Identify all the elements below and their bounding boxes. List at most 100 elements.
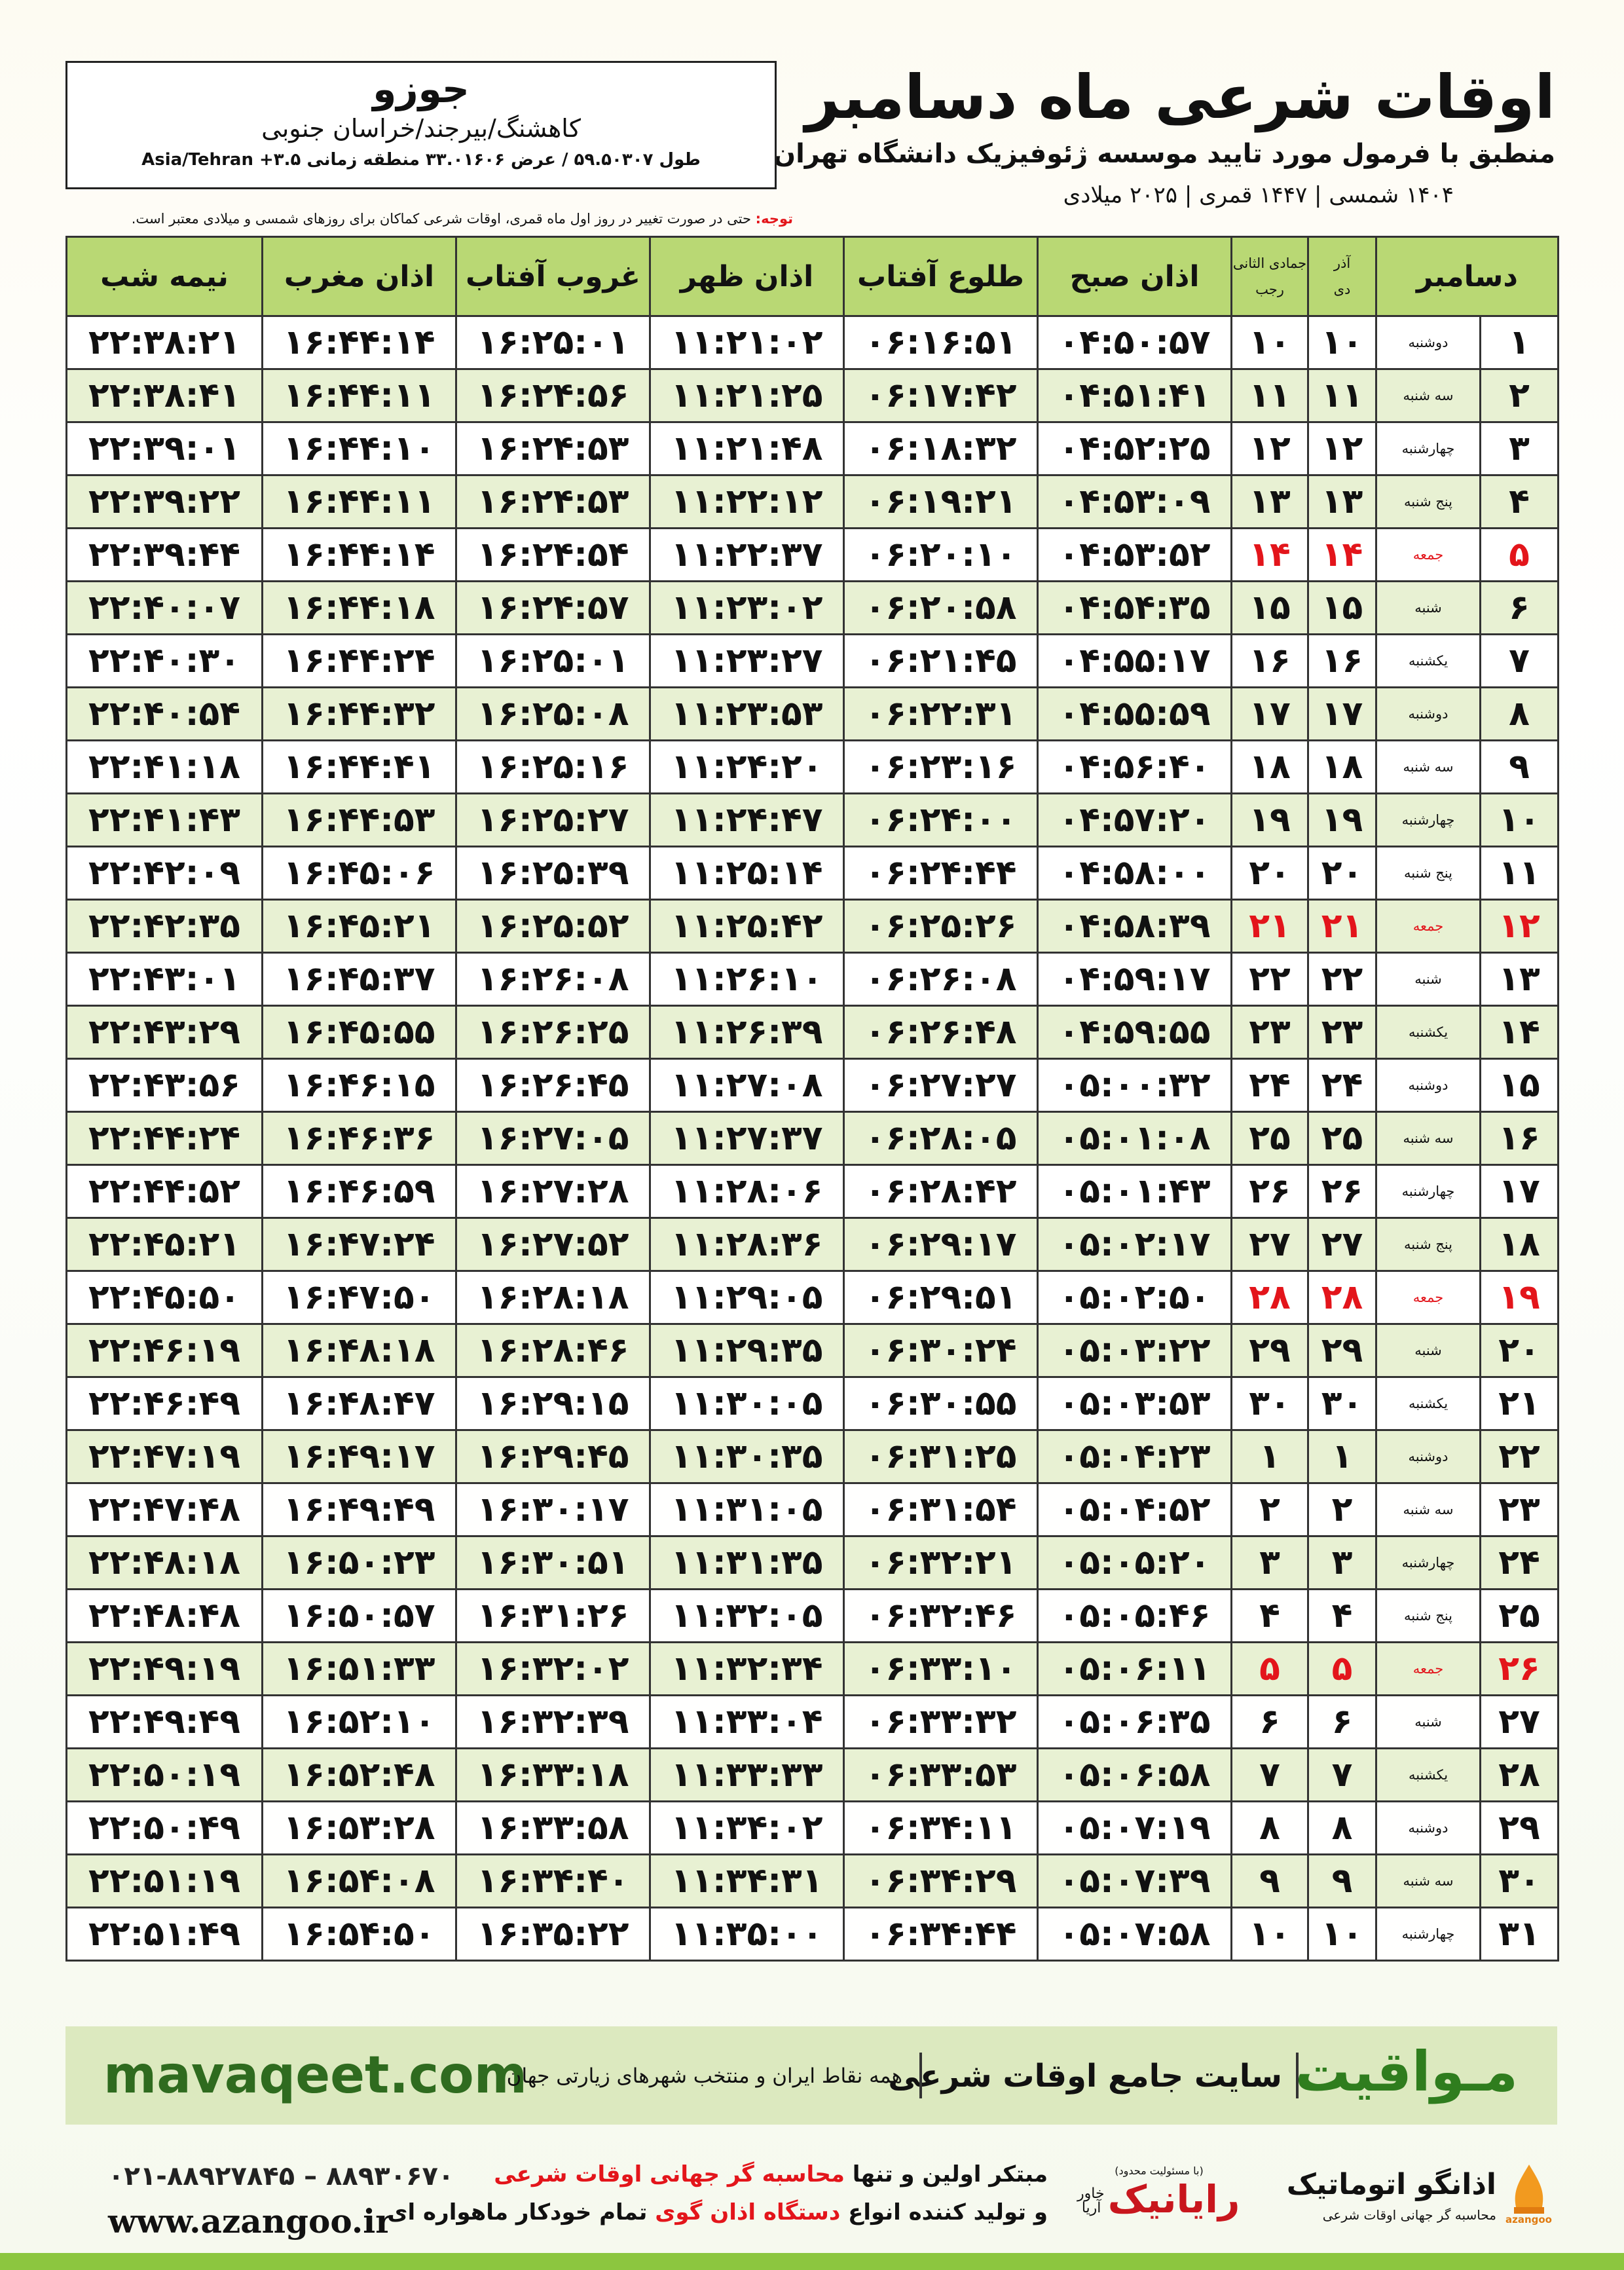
time-cell: ۱۱:۲۸:۳۶ (649, 1217, 845, 1272)
time-cell: ۲۲:۵۰:۴۹ (65, 1800, 263, 1855)
banner-website[interactable]: mavaqeet.com (103, 2046, 528, 2105)
time-cell: ۰۴:۵۴:۳۵ (1037, 580, 1232, 635)
time-cell: ۰۵:۰۴:۵۲ (1037, 1482, 1232, 1537)
day-cell: ۳۱ (1479, 1907, 1560, 1962)
time-cell: ۰۶:۱۸:۳۲ (843, 421, 1039, 476)
time-cell: ۱۶:۲۴:۵۶ (455, 368, 651, 423)
weekday-cell: سه شنبه (1375, 368, 1482, 423)
time-cell: ۱۶:۴۵:۲۱ (261, 899, 457, 954)
time-cell: ۰۵:۰۲:۱۷ (1037, 1217, 1232, 1272)
date-cell: ۱۸ (1230, 739, 1309, 794)
time-cell: ۱۶:۳۰:۱۷ (455, 1482, 651, 1537)
time-cell: ۰۵:۰۳:۲۲ (1037, 1323, 1232, 1378)
time-cell: ۰۶:۲۸:۴۲ (843, 1164, 1039, 1219)
time-cell: ۰۵:۰۷:۵۸ (1037, 1907, 1232, 1962)
date-cell: ۱۵ (1307, 580, 1377, 635)
time-cell: ۰۶:۲۵:۲۶ (843, 899, 1039, 954)
header-cell: جمادی الثانی رجب (1230, 236, 1309, 317)
divider (1296, 2053, 1299, 2098)
table-row: ۱۰ چهارشنبه ۱۹ ۱۹ ۰۴:۵۷:۲۰ ۰۶:۲۴:۰۰ ۱۱:۲۴:۴۷ ۱۶… (65, 792, 1560, 847)
day-cell: ۳ (1479, 421, 1560, 476)
time-cell: ۱۱:۲۱:۲۵ (649, 368, 845, 423)
table-row: ۴ پنج شنبه ۱۳ ۱۳ ۰۴:۵۳:۰۹ ۰۶:۱۹:۲۱ ۱۱:۲۲:۱۲ ۱۶:… (65, 474, 1560, 529)
banner-brand: مـواقیت (1295, 2039, 1518, 2104)
time-cell: ۰۶:۳۲:۴۶ (843, 1588, 1039, 1643)
time-cell: ۱۶:۴۹:۱۷ (261, 1429, 457, 1484)
time-cell: ۱۶:۲۴:۵۳ (455, 474, 651, 529)
day-cell: ۵ (1479, 527, 1560, 582)
bottom-bar (0, 2253, 1624, 2270)
header-bottom: دی (1333, 282, 1351, 297)
day-cell: ۲۰ (1479, 1323, 1560, 1378)
table-body: ۱ دوشنبه ۱۰ ۱۰ ۰۴:۵۰:۵۷ ۰۶:۱۶:۵۱ ۱۱:۲۱:۰۲ ۱۶:۲۵… (65, 315, 1560, 1962)
time-cell: ۲۲:۴۶:۴۹ (65, 1376, 263, 1431)
weekday-cell: چهارشنبه (1375, 421, 1482, 476)
time-cell: ۲۲:۴۳:۵۶ (65, 1058, 263, 1113)
date-cell: ۲۱ (1230, 899, 1309, 954)
time-cell: ۱۱:۲۵:۱۴ (649, 846, 845, 901)
time-cell: ۱۶:۲۵:۰۱ (455, 315, 651, 370)
date-cell: ۱۲ (1307, 421, 1377, 476)
day-cell: ۲۷ (1479, 1694, 1560, 1749)
date-cell: ۲۱ (1307, 899, 1377, 954)
time-cell: ۱۶:۵۲:۱۰ (261, 1694, 457, 1749)
date-cell: ۷ (1307, 1747, 1377, 1802)
time-cell: ۱۱:۳۰:۳۵ (649, 1429, 845, 1484)
time-cell: ۰۵:۰۵:۲۰ (1037, 1535, 1232, 1590)
table-row: ۷ یکشنبه ۱۶ ۱۶ ۰۴:۵۵:۱۷ ۰۶:۲۱:۴۵ ۱۱:۲۳:۲۷ ۱۶:۲۵… (65, 633, 1560, 688)
time-cell: ۰۴:۵۰:۵۷ (1037, 315, 1232, 370)
time-cell: ۱۱:۲۲:۳۷ (649, 527, 845, 582)
time-cell: ۰۶:۳۱:۵۴ (843, 1482, 1039, 1537)
time-cell: ۰۴:۵۹:۱۷ (1037, 952, 1232, 1007)
date-cell: ۲۴ (1230, 1058, 1309, 1113)
time-cell: ۱۶:۴۸:۱۸ (261, 1323, 457, 1378)
time-cell: ۱۶:۲۷:۰۵ (455, 1111, 651, 1166)
time-cell: ۰۶:۳۳:۱۰ (843, 1641, 1039, 1696)
date-cell: ۱ (1307, 1429, 1377, 1484)
time-cell: ۰۶:۲۴:۰۰ (843, 792, 1039, 847)
date-cell: ۱۴ (1230, 527, 1309, 582)
coords: طول ۵۹.۵۰۳۰۷ / عرض ۳۳.۰۱۶۰۶ منطقه زمانی … (141, 150, 701, 170)
day-cell: ۲۳ (1479, 1482, 1560, 1537)
date-cell: ۱۹ (1307, 792, 1377, 847)
table-row: ۲۲ دوشنبه ۱ ۱ ۰۵:۰۴:۲۳ ۰۶:۳۱:۲۵ ۱۱:۳۰:۳۵ ۱۶:۲۹:… (65, 1429, 1560, 1484)
date-cell: ۳ (1307, 1535, 1377, 1590)
time-cell: ۲۲:۳۹:۰۱ (65, 421, 263, 476)
time-cell: ۲۲:۵۱:۱۹ (65, 1853, 263, 1908)
time-cell: ۰۴:۵۳:۵۲ (1037, 527, 1232, 582)
banner-coverage: همه نقاط ایران و منتخب شهرهای زیارتی جها… (506, 2064, 902, 2088)
time-cell: ۱۶:۲۵:۱۶ (455, 739, 651, 794)
weekday-cell: شنبه (1375, 580, 1482, 635)
table-row: ۱۷ چهارشنبه ۲۶ ۲۶ ۰۵:۰۱:۴۳ ۰۶:۲۸:۴۲ ۱۱:۲۸:۰۶ ۱۶… (65, 1164, 1560, 1219)
header-cell: نیمه شب (65, 236, 263, 317)
note: توجه: حتی در صورت تغییر در روز اول ماه ق… (65, 211, 793, 227)
weekday-cell: پنج شنبه (1375, 846, 1482, 901)
date-cell: ۲۵ (1230, 1111, 1309, 1166)
time-cell: ۱۶:۴۴:۴۱ (261, 739, 457, 794)
time-cell: ۱۱:۲۴:۴۷ (649, 792, 845, 847)
footer-website[interactable]: www.azangoo.ir (108, 2202, 393, 2241)
time-cell: ۱۶:۴۴:۵۳ (261, 792, 457, 847)
time-cell: ۲۲:۴۷:۴۸ (65, 1482, 263, 1537)
weekday-cell: دوشنبه (1375, 1429, 1482, 1484)
date-cell: ۱ (1230, 1429, 1309, 1484)
header-cell: آذر دی (1307, 236, 1377, 317)
table-row: ۲۶ جمعه ۵ ۵ ۰۵:۰۶:۱۱ ۰۶:۳۳:۱۰ ۱۱:۳۲:۳۴ ۱۶:۳۲:۰۲… (65, 1641, 1560, 1696)
time-cell: ۱۱:۳۴:۰۲ (649, 1800, 845, 1855)
time-cell: ۰۵:۰۱:۴۳ (1037, 1164, 1232, 1219)
weekday-cell: سه شنبه (1375, 1111, 1482, 1166)
time-cell: ۱۱:۲۷:۰۸ (649, 1058, 845, 1113)
time-cell: ۱۶:۴۴:۳۲ (261, 686, 457, 741)
time-cell: ۱۶:۲۵:۲۷ (455, 792, 651, 847)
time-cell: ۱۱:۲۹:۳۵ (649, 1323, 845, 1378)
time-cell: ۰۵:۰۴:۲۳ (1037, 1429, 1232, 1484)
time-cell: ۰۵:۰۰:۳۲ (1037, 1058, 1232, 1113)
time-cell: ۰۶:۳۰:۵۵ (843, 1376, 1039, 1431)
time-cell: ۰۴:۵۱:۴۱ (1037, 368, 1232, 423)
date-cell: ۲۲ (1230, 952, 1309, 1007)
weekday-cell: چهارشنبه (1375, 1164, 1482, 1219)
time-cell: ۱۶:۲۵:۵۲ (455, 899, 651, 954)
time-cell: ۰۴:۵۷:۲۰ (1037, 792, 1232, 847)
time-cell: ۱۱:۳۲:۳۴ (649, 1641, 845, 1696)
time-cell: ۲۲:۴۴:۲۴ (65, 1111, 263, 1166)
